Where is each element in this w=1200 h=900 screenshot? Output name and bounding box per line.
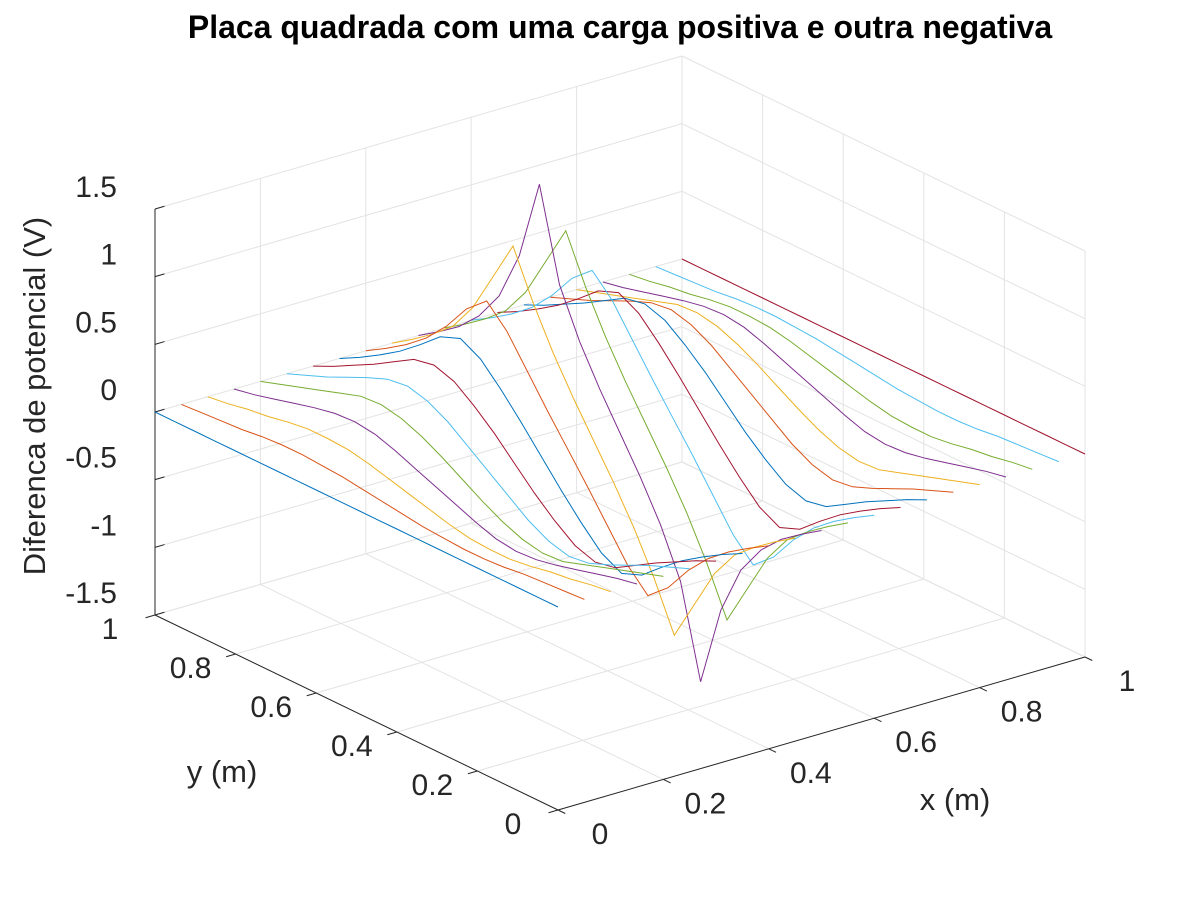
floor-gridline-x xyxy=(576,492,980,689)
series-layer xyxy=(154,184,1086,682)
y-tick-label: 0 xyxy=(505,808,522,841)
surface-line xyxy=(629,273,1033,470)
surface-line xyxy=(392,244,796,637)
y-axis-line xyxy=(154,614,559,811)
y-tick-label: 0.8 xyxy=(170,652,212,685)
surface-line xyxy=(550,296,954,493)
x-tick-mark xyxy=(663,778,671,784)
x-axis-line xyxy=(557,656,1086,811)
z-tick-label: -1 xyxy=(90,509,117,542)
floor-gridline-x xyxy=(260,583,664,780)
z-tick-mark xyxy=(154,273,165,278)
x-tick-label: 0.6 xyxy=(895,726,937,759)
z-tick-label: -0.5 xyxy=(65,442,117,475)
z-tick-mark xyxy=(154,341,165,345)
x-tick-label: 0.8 xyxy=(1001,696,1043,729)
z-tick-label: 0 xyxy=(100,374,117,407)
x-tick-label: 0.2 xyxy=(685,787,727,820)
surface-line xyxy=(655,266,1059,463)
surface-line xyxy=(260,380,664,577)
back-wall-gridline-z xyxy=(154,190,683,345)
surface-line xyxy=(576,289,980,486)
tick-label-layer: 00.20.40.60.8100.20.40.60.81-1.5-1-0.500… xyxy=(65,171,1135,851)
side-wall-gridline-z xyxy=(681,393,1086,590)
surface-line xyxy=(523,297,927,508)
surface-line xyxy=(181,403,585,600)
floor-gridline-x xyxy=(470,522,875,719)
y-tick-mark xyxy=(467,770,478,775)
surface-line xyxy=(602,281,1007,478)
side-wall-gridline-z xyxy=(681,326,1086,523)
x-tick-mark xyxy=(1084,656,1093,661)
z-tick-mark xyxy=(154,205,165,210)
axis-layer xyxy=(145,205,1093,814)
floor-gridline-y xyxy=(477,617,1005,772)
surface-line xyxy=(313,358,717,569)
floor-gridline-y xyxy=(396,578,924,733)
floor-gridline-y xyxy=(235,500,763,655)
side-wall-gridline-z xyxy=(681,461,1086,658)
floor-gridline-x xyxy=(365,553,770,750)
back-wall-gridline-z xyxy=(154,461,683,616)
y-tick-label: 0.2 xyxy=(412,769,454,802)
back-wall-gridline-z xyxy=(154,55,683,210)
surface-line xyxy=(233,388,638,585)
x-tick-label: 1 xyxy=(1119,665,1136,698)
y-tick-label: 1 xyxy=(102,613,119,646)
surface-line xyxy=(286,373,690,570)
surface-line xyxy=(681,258,1086,455)
x-axis-label: x (m) xyxy=(920,782,991,817)
z-axis-label: Diferenca de potencial (V) xyxy=(17,217,52,575)
y-tick-mark xyxy=(387,731,397,736)
surface-line xyxy=(365,300,769,597)
surface-line xyxy=(471,269,875,566)
z-tick-mark xyxy=(154,476,165,481)
x-tick-mark xyxy=(768,748,777,753)
y-axis-label: y (m) xyxy=(187,754,258,789)
side-wall-gridline-z xyxy=(681,55,1086,252)
y-tick-mark xyxy=(306,692,317,697)
surface-line xyxy=(444,229,848,622)
x-tick-mark xyxy=(979,687,988,692)
z-tick-mark xyxy=(154,611,165,616)
surface-line xyxy=(154,411,559,608)
x-tick-mark xyxy=(873,717,882,723)
y-tick-mark xyxy=(548,809,559,814)
surface-line xyxy=(339,336,743,576)
surface-line xyxy=(207,396,611,593)
x-tick-label: 0.4 xyxy=(790,757,832,790)
z-tick-mark xyxy=(154,544,165,548)
surface-line xyxy=(497,290,901,530)
side-wall-gridline-z xyxy=(681,123,1086,320)
surface-line xyxy=(418,184,822,682)
x-tick-label: 0 xyxy=(592,818,609,851)
z-tick-mark xyxy=(154,408,165,413)
z-tick-label: 1.5 xyxy=(75,171,117,204)
x-tick-mark xyxy=(557,809,566,814)
y-tick-mark xyxy=(145,614,156,619)
y-tick-label: 0.6 xyxy=(250,691,292,724)
z-tick-label: 0.5 xyxy=(75,306,117,339)
y-tick-mark xyxy=(225,653,236,658)
z-tick-label: -1.5 xyxy=(65,577,117,610)
z-tick-label: 1 xyxy=(100,239,117,272)
side-wall-gridline-z xyxy=(681,190,1086,387)
back-wall-gridline-z xyxy=(154,123,683,278)
y-tick-label: 0.4 xyxy=(331,730,373,763)
back-wall-gridline-z xyxy=(154,326,683,481)
chart-title: Placa quadrada com uma carga positiva e … xyxy=(188,9,1053,45)
floor-gridline-y xyxy=(316,539,844,694)
